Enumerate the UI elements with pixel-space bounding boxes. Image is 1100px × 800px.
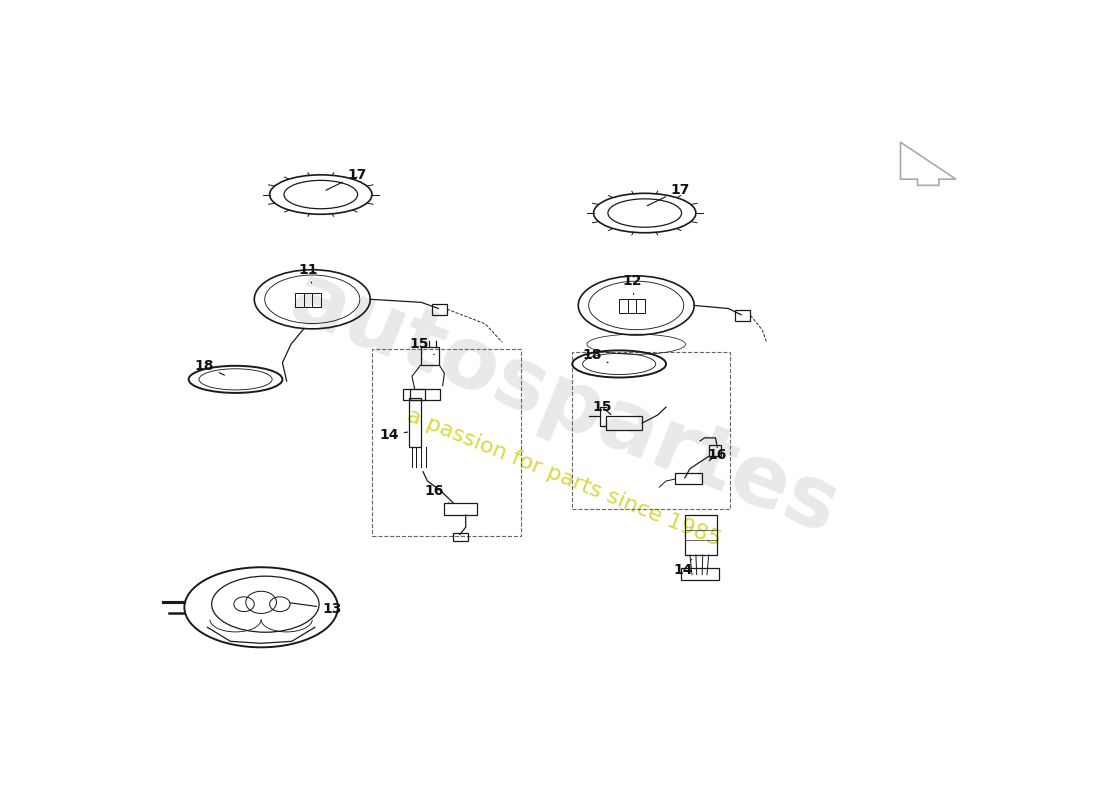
Text: autospartes: autospartes bbox=[277, 256, 850, 552]
Text: 13: 13 bbox=[289, 602, 342, 615]
Text: 16: 16 bbox=[425, 485, 449, 502]
Text: a passion for parts since 1985: a passion for parts since 1985 bbox=[404, 406, 724, 550]
Text: 11: 11 bbox=[298, 262, 318, 283]
Text: 14: 14 bbox=[673, 559, 693, 578]
Text: 15: 15 bbox=[409, 337, 434, 354]
Text: 18: 18 bbox=[195, 359, 224, 375]
Text: 12: 12 bbox=[623, 274, 641, 294]
Text: 15: 15 bbox=[593, 400, 612, 414]
Text: 17: 17 bbox=[647, 182, 690, 206]
Text: 17: 17 bbox=[326, 168, 367, 190]
Text: 16: 16 bbox=[707, 447, 727, 462]
Text: 14: 14 bbox=[379, 428, 408, 442]
Text: 18: 18 bbox=[582, 348, 608, 362]
